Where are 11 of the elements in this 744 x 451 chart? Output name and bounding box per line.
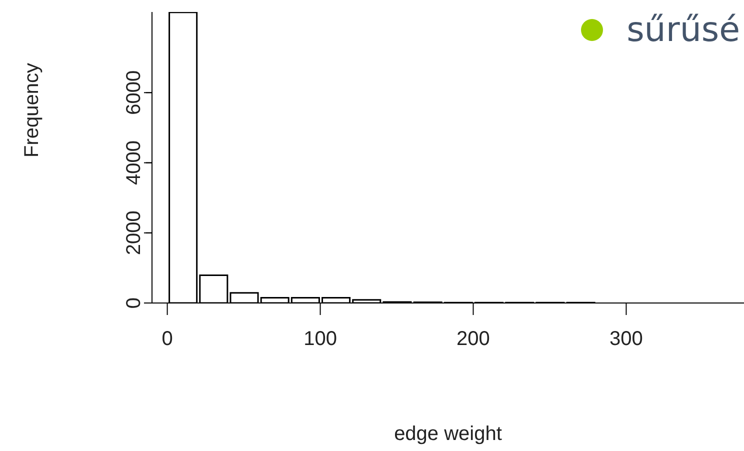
y-tick-label: 4000 (123, 140, 145, 186)
x-tick-label: 0 (162, 328, 173, 350)
y-axis-title: Frequency (21, 63, 44, 158)
x-tick-label: 100 (304, 328, 337, 350)
y-tick-label: 0 (123, 297, 145, 309)
x-axis-title: edge weight (394, 423, 502, 446)
x-tick-label: 300 (610, 328, 643, 350)
x-tick-label: 200 (456, 328, 490, 350)
annotation: sűrűsé (626, 10, 740, 50)
y-tick-label: 6000 (123, 70, 145, 115)
y-tick-label: 2000 (123, 210, 145, 256)
